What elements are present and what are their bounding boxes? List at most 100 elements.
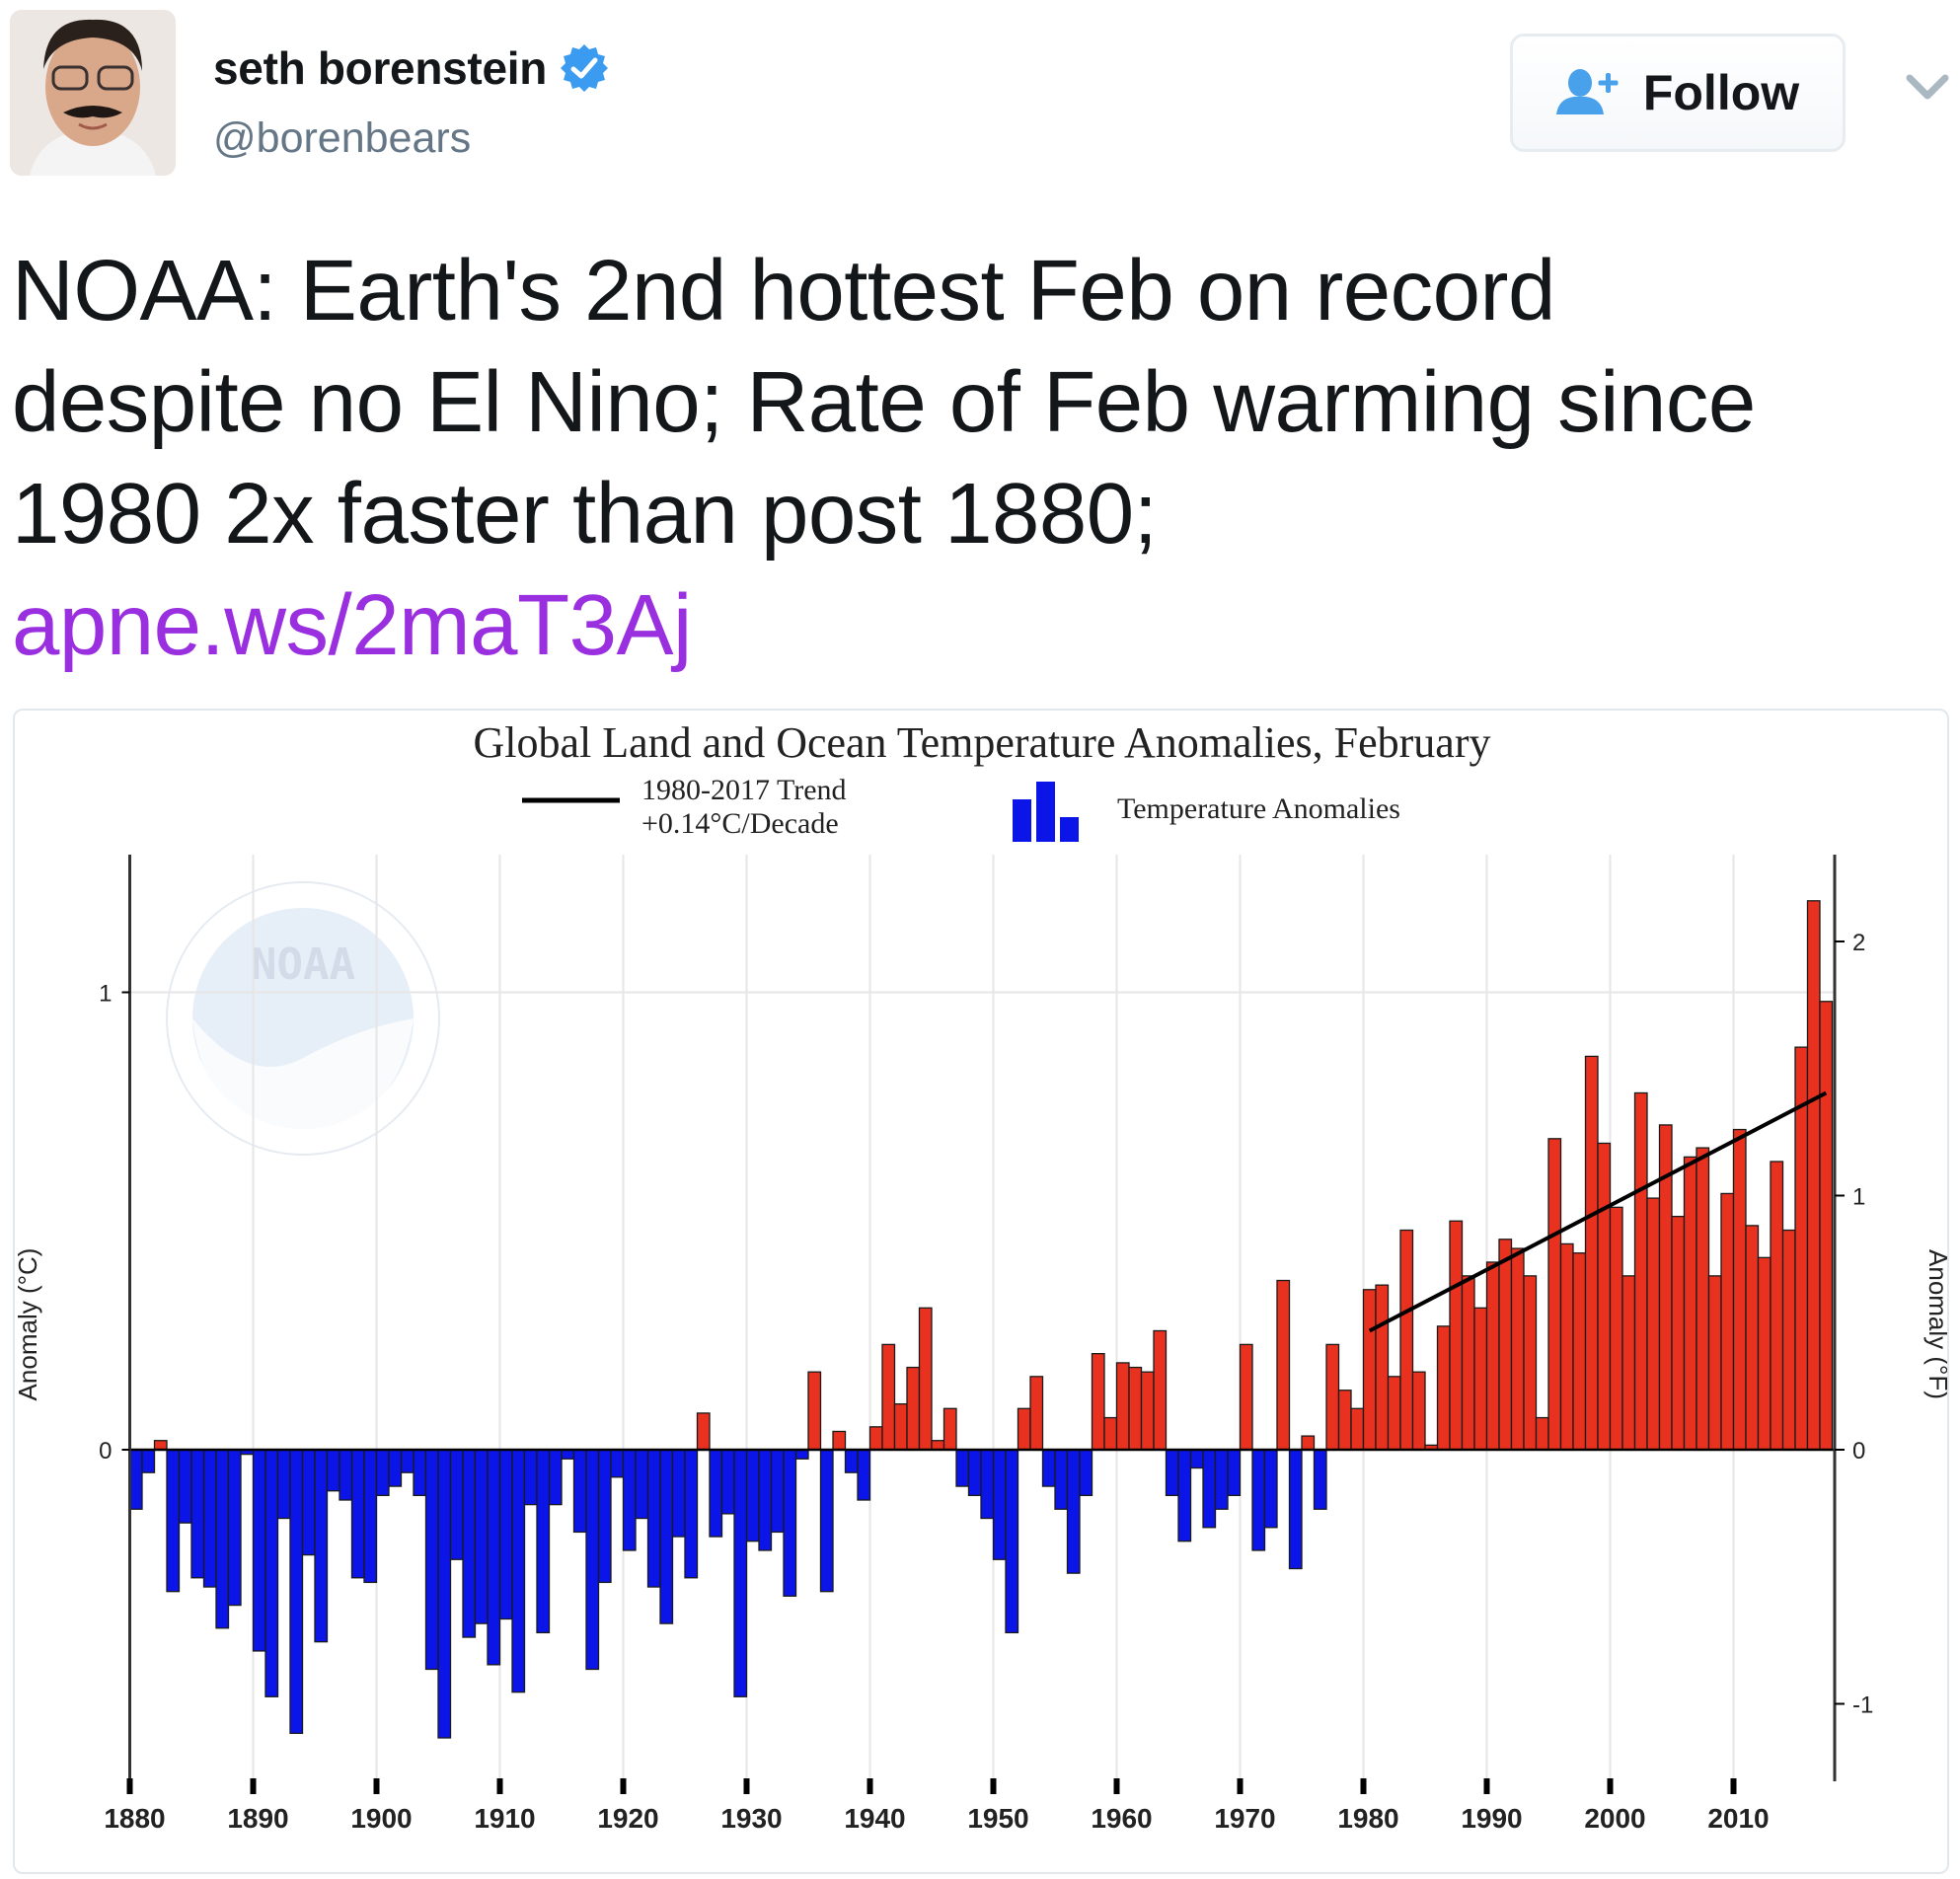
bar-1995 (1547, 1138, 1562, 1451)
bar-1971 (1251, 1449, 1266, 1551)
bar-1884 (178, 1449, 192, 1524)
bar-1908 (474, 1449, 489, 1624)
legend-trend-rate: +0.14°C/Decade (641, 807, 839, 840)
bar-1915 (561, 1449, 575, 1460)
bar-1954 (1041, 1449, 1056, 1487)
tweet-text: NOAA: Earth's 2nd hottest Feb on record … (12, 235, 1756, 681)
bar-1921 (635, 1449, 649, 1520)
x-tick-label: 1890 (227, 1803, 288, 1834)
bar-1969 (1227, 1449, 1242, 1496)
bar-1959 (1103, 1416, 1118, 1451)
bar-1955 (1054, 1449, 1069, 1510)
bar-1899 (363, 1449, 378, 1584)
bar-1972 (1263, 1449, 1278, 1529)
author-handle[interactable]: @borenbears (213, 114, 472, 162)
bar-1996 (1559, 1242, 1574, 1451)
x-tick-label: 1920 (597, 1803, 658, 1834)
bar-1922 (646, 1449, 661, 1588)
follow-button[interactable]: Follow (1510, 34, 1846, 152)
bar-1901 (388, 1449, 403, 1487)
bar-1895 (314, 1449, 329, 1643)
bar-1984 (1411, 1371, 1426, 1451)
bar-1978 (1337, 1390, 1352, 1451)
bar-1939 (857, 1449, 871, 1501)
tweet-link[interactable]: apne.ws/2maT3Aj (12, 577, 692, 673)
bar-1992 (1510, 1247, 1525, 1451)
bar-1905 (437, 1449, 452, 1739)
bar-1993 (1523, 1275, 1538, 1451)
bar-2008 (1707, 1275, 1722, 1451)
bar-1937 (832, 1430, 847, 1451)
x-tick-label: 2000 (1584, 1803, 1645, 1834)
bar-1965 (1177, 1449, 1192, 1542)
bar-1968 (1214, 1449, 1229, 1510)
avatar[interactable] (10, 10, 176, 176)
y-axis-label-left: Anomaly (°C) (15, 1248, 42, 1401)
bar-1980 (1362, 1289, 1377, 1451)
chart-title: Global Land and Ocean Temperature Anomal… (474, 718, 1491, 767)
bar-1948 (967, 1449, 982, 1496)
bar-1940 (868, 1426, 883, 1451)
y-axis-label-right: Anomaly (°F) (1923, 1249, 1949, 1399)
y-tick-label-right: 1 (1852, 1184, 1865, 1211)
bar-2017 (1819, 1001, 1834, 1451)
author-name[interactable]: seth borenstein (213, 42, 548, 94)
tweet-text-line: 1980 2x faster than post 1880; (12, 466, 1158, 562)
x-tick-label: 2010 (1707, 1803, 1769, 1834)
x-tick-label: 1950 (967, 1803, 1028, 1834)
bar-1909 (487, 1449, 501, 1666)
bar-2016 (1806, 900, 1821, 1451)
avatar-image (10, 10, 176, 176)
bar-1913 (536, 1449, 551, 1634)
bar-1961 (1128, 1366, 1143, 1451)
bar-1935 (807, 1371, 822, 1451)
bar-1892 (276, 1449, 291, 1520)
bar-1890 (252, 1449, 266, 1652)
x-tick-label: 1960 (1091, 1803, 1152, 1834)
bar-2009 (1720, 1192, 1735, 1451)
bar-1982 (1387, 1376, 1401, 1451)
bar-1924 (671, 1449, 686, 1538)
bar-1898 (350, 1449, 365, 1579)
bar-1956 (1066, 1449, 1081, 1574)
y-tick-label-right: 2 (1852, 930, 1865, 956)
bar-2003 (1646, 1197, 1661, 1451)
bar-1883 (166, 1449, 181, 1593)
bar-2007 (1696, 1147, 1710, 1451)
bar-2002 (1633, 1091, 1648, 1451)
bar-2005 (1671, 1215, 1686, 1451)
bar-1991 (1498, 1239, 1513, 1451)
bar-1880 (128, 1449, 143, 1510)
chevron-down-icon[interactable] (1905, 73, 1950, 103)
noaa-logo-text: NOAA (251, 940, 355, 990)
bar-1979 (1350, 1407, 1365, 1451)
bar-1994 (1535, 1416, 1549, 1451)
bar-2000 (1609, 1206, 1623, 1451)
chart-image-card[interactable]: NOAA 1880 1890 1900 1910 1920 1930 1940 1950 196… (13, 709, 1949, 1874)
bar-1933 (783, 1449, 797, 1597)
bar-1907 (462, 1449, 477, 1638)
bar-1981 (1375, 1284, 1390, 1451)
bar-2001 (1621, 1275, 1636, 1451)
bar-1930 (745, 1449, 760, 1542)
bar-1902 (400, 1449, 415, 1473)
bar-1912 (523, 1449, 538, 1506)
bar-1942 (893, 1403, 908, 1451)
bar-1989 (1473, 1307, 1488, 1451)
legend-bars-icon (1013, 782, 1079, 842)
bar-2010 (1732, 1128, 1747, 1451)
bar-1897 (339, 1449, 353, 1501)
noaa-logo-watermark: NOAA (166, 881, 440, 1156)
bar-1925 (684, 1449, 699, 1579)
x-tick-label: 1940 (844, 1803, 905, 1834)
bar-1990 (1485, 1261, 1500, 1451)
bar-1888 (227, 1449, 242, 1607)
bar-1962 (1140, 1371, 1155, 1451)
x-tick-label: 1900 (350, 1803, 412, 1834)
bar-1894 (301, 1449, 316, 1556)
bar-2013 (1770, 1161, 1784, 1451)
bar-1964 (1165, 1449, 1179, 1496)
bar-1998 (1584, 1055, 1599, 1451)
bar-1881 (141, 1449, 156, 1473)
bar-1958 (1091, 1353, 1105, 1451)
